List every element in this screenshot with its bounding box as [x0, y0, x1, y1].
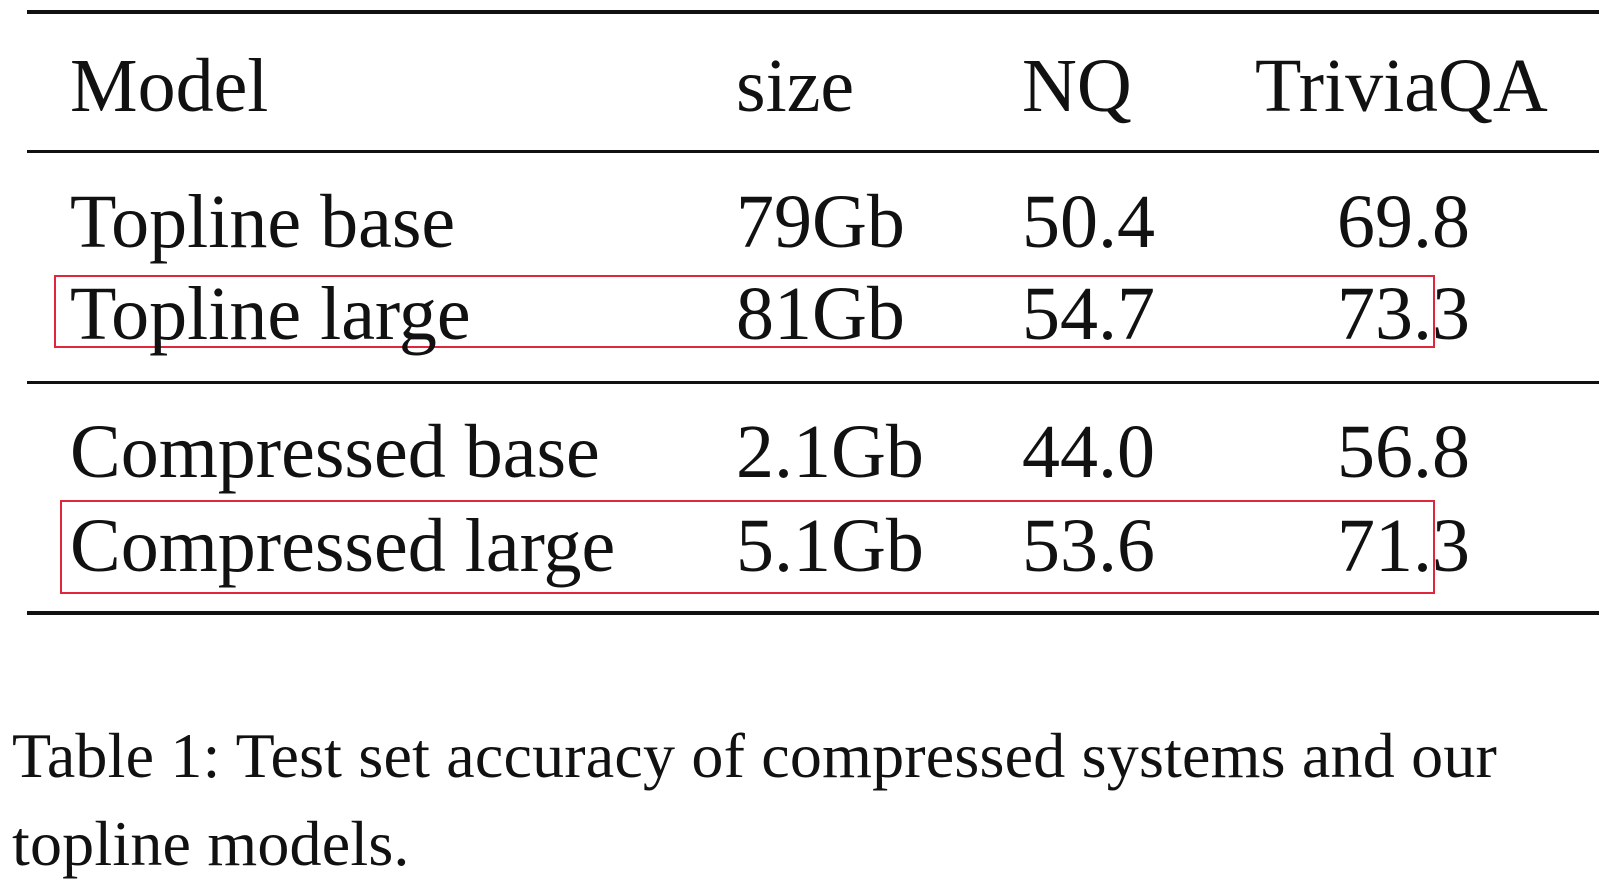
row-triviaqa: 69.8 [1337, 180, 1470, 264]
row-nq: 44.0 [1022, 410, 1155, 494]
header-triviaqa: TriviaQA [1255, 44, 1548, 128]
results-table: Model size NQ TriviaQA Topline base 79Gb… [27, 10, 1599, 615]
header-model: Model [70, 44, 269, 128]
row-size: 79Gb [736, 180, 905, 264]
row-triviaqa: 73.3 [1337, 272, 1470, 356]
row-size: 2.1Gb [736, 410, 924, 494]
row-nq: 54.7 [1022, 272, 1155, 356]
row-nq: 50.4 [1022, 180, 1155, 264]
header-size: size [736, 44, 855, 128]
row-model: Compressed large [70, 504, 616, 588]
group-divider-rule [27, 381, 1599, 384]
row-size: 81Gb [736, 272, 905, 356]
row-triviaqa: 56.8 [1337, 410, 1470, 494]
highlight-box-topline-large [54, 275, 1435, 348]
row-size: 5.1Gb [736, 504, 924, 588]
highlight-box-compressed-large [60, 500, 1435, 594]
row-nq: 53.6 [1022, 504, 1155, 588]
header-nq: NQ [1022, 44, 1132, 128]
row-triviaqa: 71.3 [1337, 504, 1470, 588]
top-rule [27, 10, 1599, 14]
row-model: Compressed base [70, 410, 600, 494]
bottom-rule [27, 611, 1599, 615]
header-rule [27, 150, 1599, 153]
row-model: Topline large [70, 272, 471, 356]
row-model: Topline base [70, 180, 456, 264]
table-caption: Table 1: Test set accuracy of compressed… [12, 720, 1498, 879]
